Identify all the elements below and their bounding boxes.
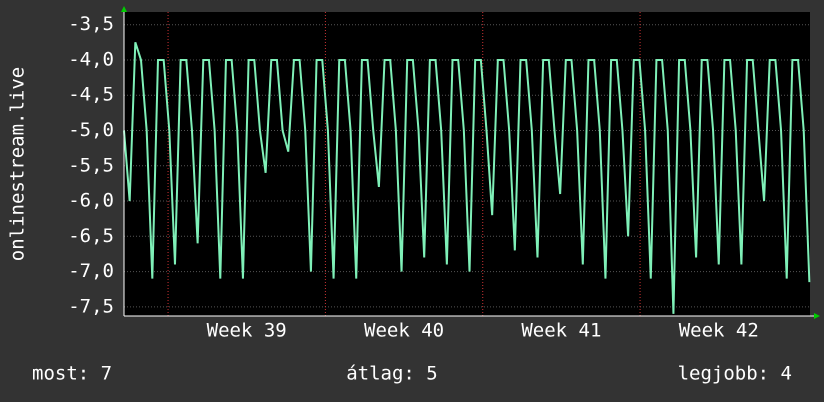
footer-average: átlag: 5 [346, 363, 438, 385]
y-tick-label: -6,0 [68, 190, 114, 212]
x-tick-label: Week 39 [207, 320, 287, 342]
x-tick-label: Week 40 [364, 320, 444, 342]
series-line [123, 42, 811, 314]
footer-best: legjobb: 4 [678, 363, 792, 385]
y-tick-label: -5,0 [68, 119, 114, 141]
marks [123, 42, 811, 314]
y-tick-label: -7,0 [68, 260, 114, 282]
x-tick-label: Week 42 [679, 320, 759, 342]
y-tick-label: -4,0 [68, 48, 114, 70]
grid [124, 12, 810, 316]
footer-current: most: 7 [32, 363, 112, 385]
x-tick-label: Week 41 [521, 320, 601, 342]
y-tick-label: -4,5 [68, 84, 114, 106]
y-tick-label: -5,5 [68, 154, 114, 176]
y-axis-label: onlinestream.live [7, 67, 29, 261]
y-tick-label: -3,5 [68, 13, 114, 35]
y-tick-label: -6,5 [68, 225, 114, 247]
x-arrow [814, 313, 820, 319]
plot-area [124, 12, 810, 316]
y-arrow [121, 6, 127, 12]
y-tick-label: -7,5 [68, 295, 114, 317]
